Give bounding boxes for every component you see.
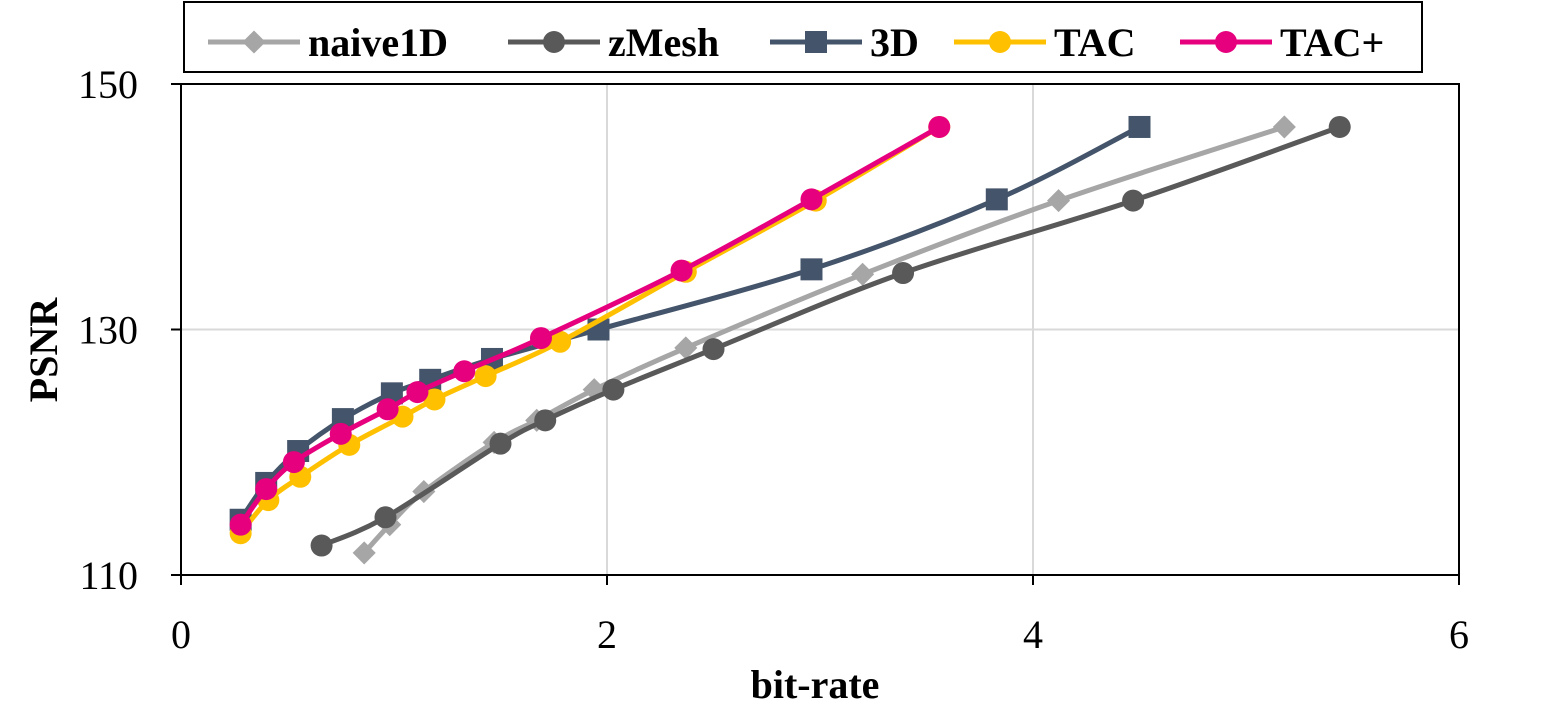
- data-point-tac-plus-3: [329, 422, 352, 445]
- legend-marker-tac-plus: [1215, 31, 1237, 53]
- x-tick-label-0: 0: [171, 612, 191, 657]
- data-point-tac-plus-7: [529, 327, 552, 350]
- x-tick-label-2: 4: [1023, 612, 1043, 657]
- data-point-naive1d-7: [851, 262, 875, 286]
- data-point-zmesh-3: [534, 409, 557, 432]
- legend-entry-tac-plus: TAC+: [1180, 20, 1384, 65]
- legend-entry-3d: 3D: [770, 20, 919, 65]
- data-point-naive1d-5: [582, 378, 606, 402]
- data-point-tac-plus-9: [800, 188, 823, 211]
- data-point-zmesh-1: [374, 506, 397, 529]
- data-point-naive1d-0: [352, 541, 376, 565]
- y-tick-label-1: 130: [78, 308, 138, 353]
- data-point-zmesh-6: [892, 262, 915, 285]
- x-tick-label-3: 6: [1449, 612, 1469, 657]
- legend-label-3d: 3D: [870, 20, 919, 65]
- data-point-3d-9: [985, 188, 1008, 211]
- data-point-tac-6: [474, 365, 497, 388]
- data-point-tac-5: [423, 388, 446, 411]
- y-tick-label-0: 110: [79, 553, 138, 598]
- legend-entry-zmesh: zMesh: [508, 20, 719, 65]
- legend-entry-tac: TAC: [954, 20, 1135, 65]
- legend-marker-tac: [989, 31, 1011, 53]
- data-point-tac-plus-10: [928, 115, 951, 138]
- data-point-zmesh-5: [702, 338, 725, 361]
- series-layer: [229, 115, 1351, 565]
- legend-label-tac-plus: TAC+: [1280, 20, 1384, 65]
- legend-box: [183, 1, 1423, 73]
- data-point-zmesh-8: [1328, 115, 1351, 138]
- legend-label-naive1d: naive1D: [308, 20, 448, 65]
- data-point-naive1d-6: [674, 336, 698, 360]
- data-point-zmesh-4: [602, 378, 625, 401]
- series-tac-plus: [229, 115, 951, 536]
- data-point-3d-8: [800, 258, 823, 281]
- series-zmesh: [310, 115, 1351, 557]
- x-axis-title: bit-rate: [751, 662, 880, 707]
- data-point-zmesh-2: [489, 432, 512, 455]
- y-axis-title: PSNR: [21, 297, 66, 403]
- data-point-zmesh-7: [1122, 189, 1145, 212]
- data-point-tac-plus-0: [229, 513, 252, 536]
- x-tick-label-1: 2: [597, 612, 617, 657]
- data-point-tac-plus-4: [376, 398, 399, 421]
- data-point-tac-plus-2: [282, 451, 305, 474]
- data-point-tac-plus-8: [670, 259, 693, 282]
- data-point-naive1d-9: [1272, 115, 1296, 139]
- legend-marker-naive1d: [242, 30, 266, 54]
- legend-marker-3d: [805, 31, 827, 53]
- legend-label-tac: TAC: [1054, 20, 1135, 65]
- legend-marker-zmesh: [543, 31, 565, 53]
- legend-label-zmesh: zMesh: [608, 20, 719, 65]
- data-point-naive1d-8: [1047, 189, 1071, 213]
- data-point-tac-plus-5: [406, 381, 429, 404]
- y-tick-label-2: 150: [78, 62, 138, 107]
- data-point-zmesh-0: [310, 534, 333, 557]
- data-point-tac-7: [549, 330, 572, 353]
- legend-entry-naive1d: naive1D: [208, 20, 448, 65]
- data-point-tac-plus-1: [255, 478, 278, 501]
- data-point-tac-plus-6: [453, 360, 476, 383]
- legend: naive1D zMesh 3D TAC TAC+: [183, 1, 1423, 73]
- data-point-3d-10: [1128, 115, 1151, 138]
- axes: 0 2 4 6 110 130 150: [78, 62, 1469, 657]
